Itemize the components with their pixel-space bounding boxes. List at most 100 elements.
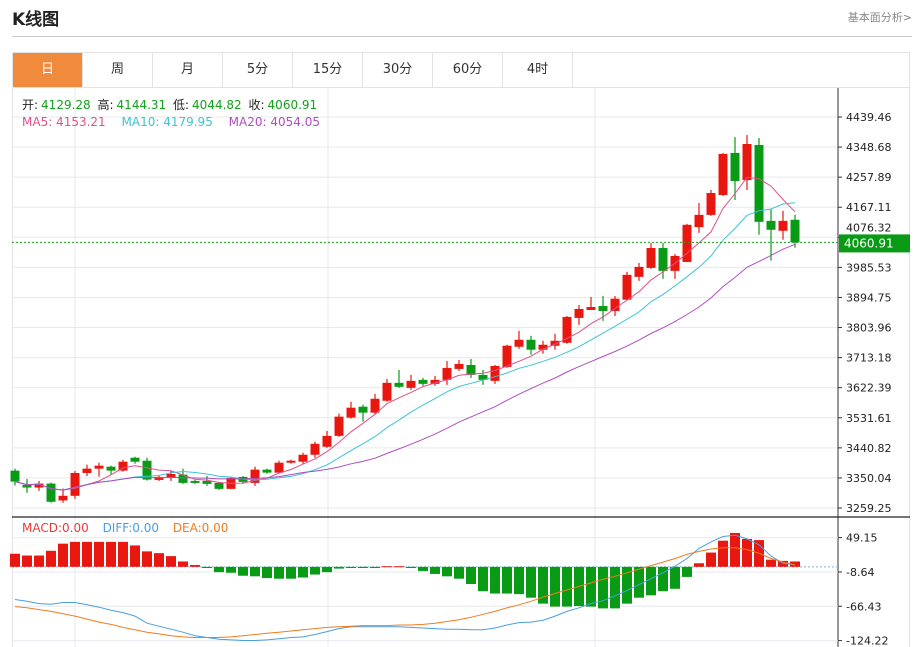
macd-bar xyxy=(22,555,32,567)
tab-15min[interactable]: 15分 xyxy=(293,53,363,87)
candle xyxy=(358,404,368,422)
macd-bar xyxy=(598,566,608,609)
macd-bar xyxy=(358,566,368,569)
candle xyxy=(610,296,620,316)
candle-body xyxy=(58,495,68,501)
macd-bar xyxy=(298,566,308,578)
macd-bar xyxy=(94,541,104,567)
candle xyxy=(490,364,500,384)
page-title: K线图 xyxy=(12,10,60,30)
candle xyxy=(394,369,404,388)
macd-bar xyxy=(58,543,68,567)
macd-bar xyxy=(82,541,92,567)
tab-60min[interactable]: 60分 xyxy=(433,53,503,87)
candle xyxy=(202,475,212,486)
macd-bar xyxy=(538,566,548,604)
candle-body xyxy=(550,340,560,346)
candle-body xyxy=(766,220,776,230)
macd-bar xyxy=(202,566,212,569)
last-price-label: 4060.91 xyxy=(844,236,894,250)
price-axis-label: 4167.11 xyxy=(846,201,892,214)
macd-bar xyxy=(730,532,740,567)
macd-bar xyxy=(142,551,152,567)
macd-bar xyxy=(118,541,128,567)
candle-body xyxy=(658,248,668,271)
macd-bar xyxy=(526,566,536,598)
candle-body xyxy=(34,483,44,488)
candle-body xyxy=(574,308,584,318)
candle xyxy=(562,315,572,344)
candle-body xyxy=(250,469,260,483)
macd-bar xyxy=(394,566,404,568)
macd-bar xyxy=(106,541,116,567)
price-axis-label: 3622.39 xyxy=(846,382,892,395)
candle-body xyxy=(142,460,152,480)
candle-body xyxy=(646,248,656,268)
macd-bar xyxy=(694,563,704,567)
macd-bar xyxy=(454,566,464,579)
macd-bar xyxy=(310,566,320,575)
price-axis-label: 4348.68 xyxy=(846,141,892,154)
tab-30min[interactable]: 30分 xyxy=(363,53,433,87)
tab-week[interactable]: 周 xyxy=(83,53,153,87)
candle xyxy=(466,358,476,378)
macd-axis-label: -8.64 xyxy=(846,566,874,579)
candle xyxy=(694,202,704,233)
fundamental-analysis-link[interactable]: 基本面分析> xyxy=(847,11,912,24)
candle-body xyxy=(730,152,740,182)
candle xyxy=(82,464,92,476)
candle xyxy=(406,374,416,390)
candle xyxy=(10,468,20,486)
candle xyxy=(778,210,788,240)
macd-bar xyxy=(70,541,80,567)
tab-day[interactable]: 日 xyxy=(13,53,83,87)
tab-month[interactable]: 月 xyxy=(153,53,223,87)
candle-body xyxy=(310,443,320,455)
macd-bar xyxy=(646,566,656,596)
macd-bar xyxy=(514,566,524,595)
macd-info: MACD:0.00 DIFF:0.00 DEA:0.00 xyxy=(22,521,231,535)
ma20-line xyxy=(14,243,796,491)
macd-bar xyxy=(10,553,20,567)
macd-bar xyxy=(442,566,452,577)
candle xyxy=(658,243,668,279)
header-divider xyxy=(12,36,912,37)
macd-bar xyxy=(502,566,512,594)
candle xyxy=(478,369,488,385)
tab-4hour[interactable]: 4时 xyxy=(503,53,573,87)
candle xyxy=(634,262,644,281)
candle xyxy=(310,441,320,458)
candle xyxy=(790,214,800,248)
price-axis-label: 4076.32 xyxy=(846,221,892,234)
candle xyxy=(622,271,632,301)
macd-bar xyxy=(286,566,296,579)
chart-area[interactable] xyxy=(12,87,910,647)
diff-value: DIFF:0.00 xyxy=(102,521,159,535)
candle-body xyxy=(82,468,92,473)
macd-axis-label: -66.43 xyxy=(846,600,881,613)
candle xyxy=(322,430,332,448)
macd-bar xyxy=(718,540,728,567)
macd-bar xyxy=(490,566,500,594)
candle-body xyxy=(490,365,500,381)
candle xyxy=(754,138,764,235)
candle xyxy=(382,378,392,402)
macd-bar xyxy=(550,566,560,607)
candle xyxy=(730,137,740,200)
candle-body xyxy=(694,214,704,228)
candle xyxy=(706,190,716,216)
candle xyxy=(346,401,356,419)
macd-bar xyxy=(586,566,596,607)
price-axis-label: 3440.82 xyxy=(846,442,892,455)
candle-body xyxy=(586,306,596,310)
candle-body xyxy=(22,484,32,488)
macd-bar xyxy=(706,552,716,567)
candle-body xyxy=(94,465,104,469)
macd-bar xyxy=(658,566,668,592)
tab-5min[interactable]: 5分 xyxy=(223,53,293,87)
candle-body xyxy=(118,461,128,471)
macd-bar xyxy=(466,566,476,585)
price-axis-label: 3803.96 xyxy=(846,322,892,335)
candle xyxy=(118,459,128,472)
